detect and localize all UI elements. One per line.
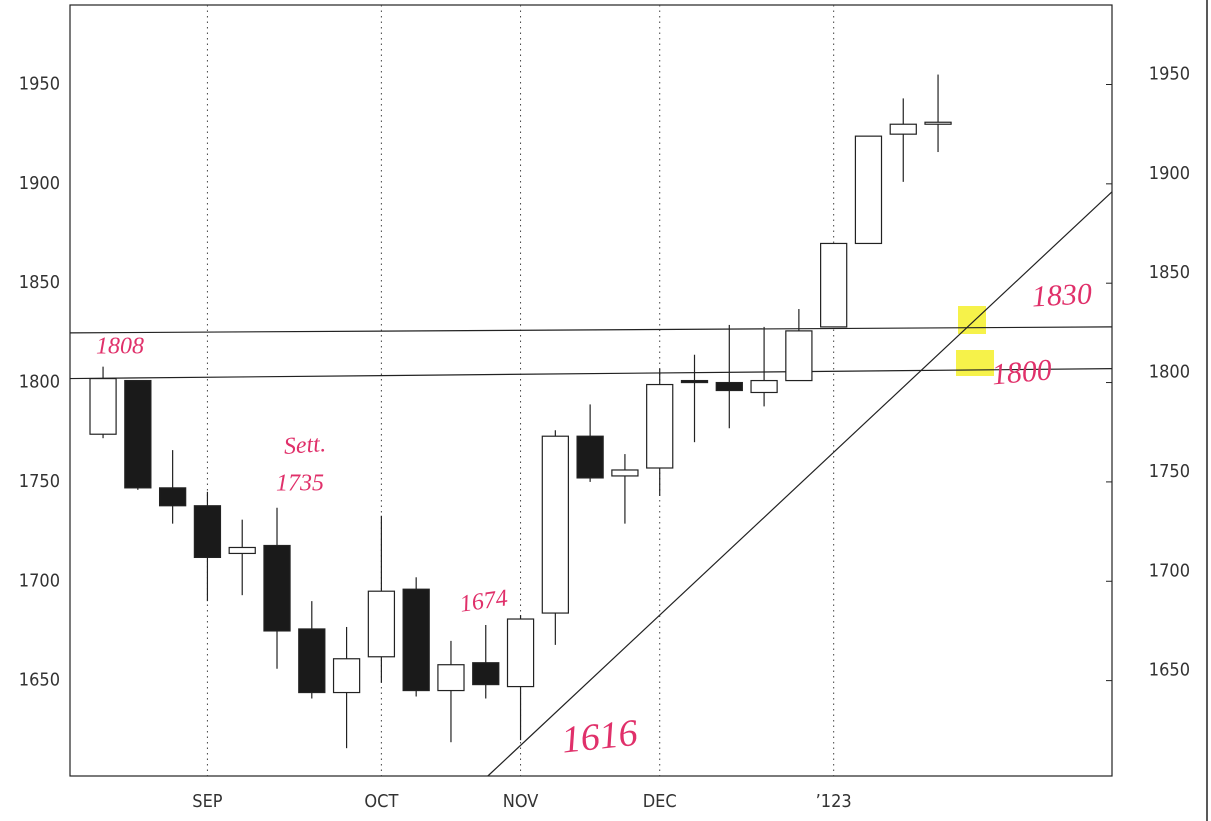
candle-body <box>924 121 952 125</box>
candle-body <box>263 544 291 632</box>
y2-tick-label: 1700 <box>1149 560 1190 581</box>
highlight <box>956 350 994 376</box>
candle-body <box>228 546 256 555</box>
candle-body <box>750 379 778 394</box>
candle-body <box>611 469 639 477</box>
y-tick-label: 1850 <box>19 272 60 293</box>
candle-body <box>193 505 222 559</box>
trend-line <box>69 368 1113 380</box>
candle-body <box>854 135 883 245</box>
y2-tick-label: 1750 <box>1149 461 1190 482</box>
y2-tick-label: 1900 <box>1149 163 1190 184</box>
y-tick-label: 1650 <box>19 670 60 691</box>
annotation: 1735 <box>276 471 324 497</box>
candle-body <box>715 381 743 392</box>
plot-frame <box>69 4 1113 777</box>
candle-body <box>158 487 187 507</box>
trend-line <box>69 326 1113 334</box>
highlight <box>958 306 986 334</box>
candle-body <box>298 628 326 694</box>
annotation: 1674 <box>458 585 509 617</box>
y-tick-label: 1950 <box>19 73 60 94</box>
candle-body <box>576 435 604 479</box>
candle-body <box>89 377 117 435</box>
x-tick-label: NOV <box>503 791 539 812</box>
y2-tick-label: 1800 <box>1149 362 1190 383</box>
annotation: 1808 <box>96 334 144 360</box>
candle-body <box>437 664 465 692</box>
y-tick-label: 1700 <box>19 570 60 591</box>
trend-line <box>487 191 1113 777</box>
y-tick-label: 1800 <box>19 372 60 393</box>
candle-body <box>124 379 152 489</box>
x-tick-label: SEP <box>192 791 223 812</box>
candle-body <box>332 658 361 694</box>
annotation: 1830 <box>1031 277 1093 313</box>
annotation: 1800 <box>990 353 1053 391</box>
candle-body <box>785 330 813 382</box>
x-tick-label: OCT <box>364 791 398 812</box>
y2-tick-label: 1950 <box>1149 63 1190 84</box>
y-tick-label: 1900 <box>19 173 60 194</box>
y2-tick-label: 1650 <box>1149 660 1190 681</box>
candle-body <box>646 383 674 469</box>
candle-body <box>367 590 396 658</box>
candle-body <box>472 662 500 686</box>
candle-body <box>680 379 709 384</box>
candle-body <box>541 435 569 614</box>
candle-body <box>506 618 535 688</box>
y2-tick-label: 1850 <box>1149 262 1190 283</box>
annotation: Sett. <box>283 431 327 460</box>
y-tick-label: 1750 <box>19 471 60 492</box>
x-tick-label: ’123 <box>816 791 852 812</box>
candle-body <box>820 242 848 328</box>
annotation: 1616 <box>560 712 640 762</box>
candle-body <box>402 588 430 692</box>
candle-body <box>889 123 917 135</box>
x-tick-label: DEC <box>643 791 677 812</box>
